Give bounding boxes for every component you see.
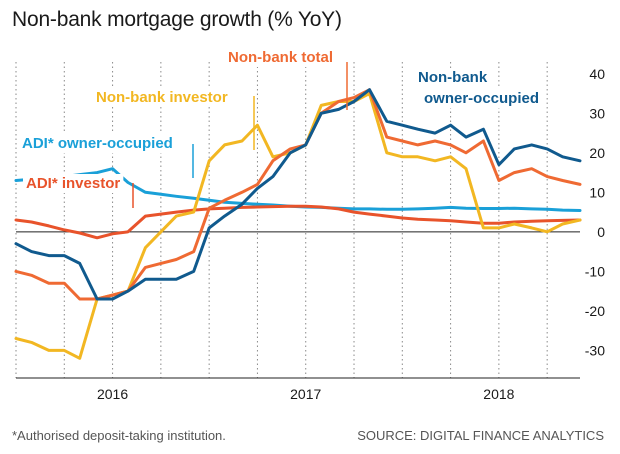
- series-label-group: owner-occupied: [421, 89, 543, 108]
- series-label: Non-bank total: [228, 49, 333, 66]
- series-label-group: ADI* investor: [23, 174, 134, 208]
- series-label: ADI* owner-occupied: [22, 135, 173, 152]
- y-tick-label: 0: [597, 224, 605, 240]
- series-label-background: [421, 89, 543, 108]
- series-line-non-bank-owner-occupied: [14, 88, 582, 301]
- series-label: owner-occupied: [424, 90, 539, 107]
- series-label-background: [23, 174, 124, 193]
- series-label: Non-bank investor: [96, 89, 228, 106]
- series-layer: [14, 88, 582, 360]
- series-label-background: [415, 68, 491, 87]
- series-label-background: [93, 88, 231, 107]
- y-tick-label: 20: [589, 145, 605, 161]
- y-tick-label: -10: [585, 263, 605, 279]
- y-tick-label: -30: [585, 342, 605, 358]
- grid-layer: [15, 62, 548, 378]
- y-tick-label: 40: [589, 66, 605, 82]
- series-line-adi-investor: [14, 204, 582, 240]
- series-label-group: Non-bank investor: [93, 88, 255, 150]
- x-tick-label: 2017: [290, 386, 321, 402]
- series-label: Non-bank: [418, 69, 488, 86]
- axis-layer: 40 30 20 10 0 -10 -20 -30 2016 2017 2018: [16, 66, 605, 402]
- y-tick-label: 10: [589, 184, 605, 200]
- footnote: *Authorised deposit-taking institution.: [12, 428, 226, 443]
- series-label-group: Non-bank: [415, 68, 491, 87]
- series-label-group: Non-bank total: [225, 48, 348, 110]
- y-tick-label: 30: [589, 105, 605, 121]
- series-label: ADI* investor: [26, 175, 120, 192]
- source-credit: SOURCE: DIGITAL FINANCE ANALYTICS: [357, 428, 604, 443]
- chart-title: Non-bank mortgage growth (% YoY): [12, 8, 342, 31]
- series-line-non-bank-investor: [14, 92, 582, 360]
- series-label-background: [225, 48, 336, 67]
- x-tick-label: 2016: [97, 386, 128, 402]
- series-label-background: [19, 134, 176, 153]
- series-line-non-bank-total: [14, 88, 582, 301]
- x-tick-label: 2018: [483, 386, 514, 402]
- series-label-group: ADI* owner-occupied: [19, 134, 194, 178]
- y-tick-label: -20: [585, 303, 605, 319]
- series-label-layer: Non-bank total Non-bank investor Non-bank o…: [19, 48, 543, 208]
